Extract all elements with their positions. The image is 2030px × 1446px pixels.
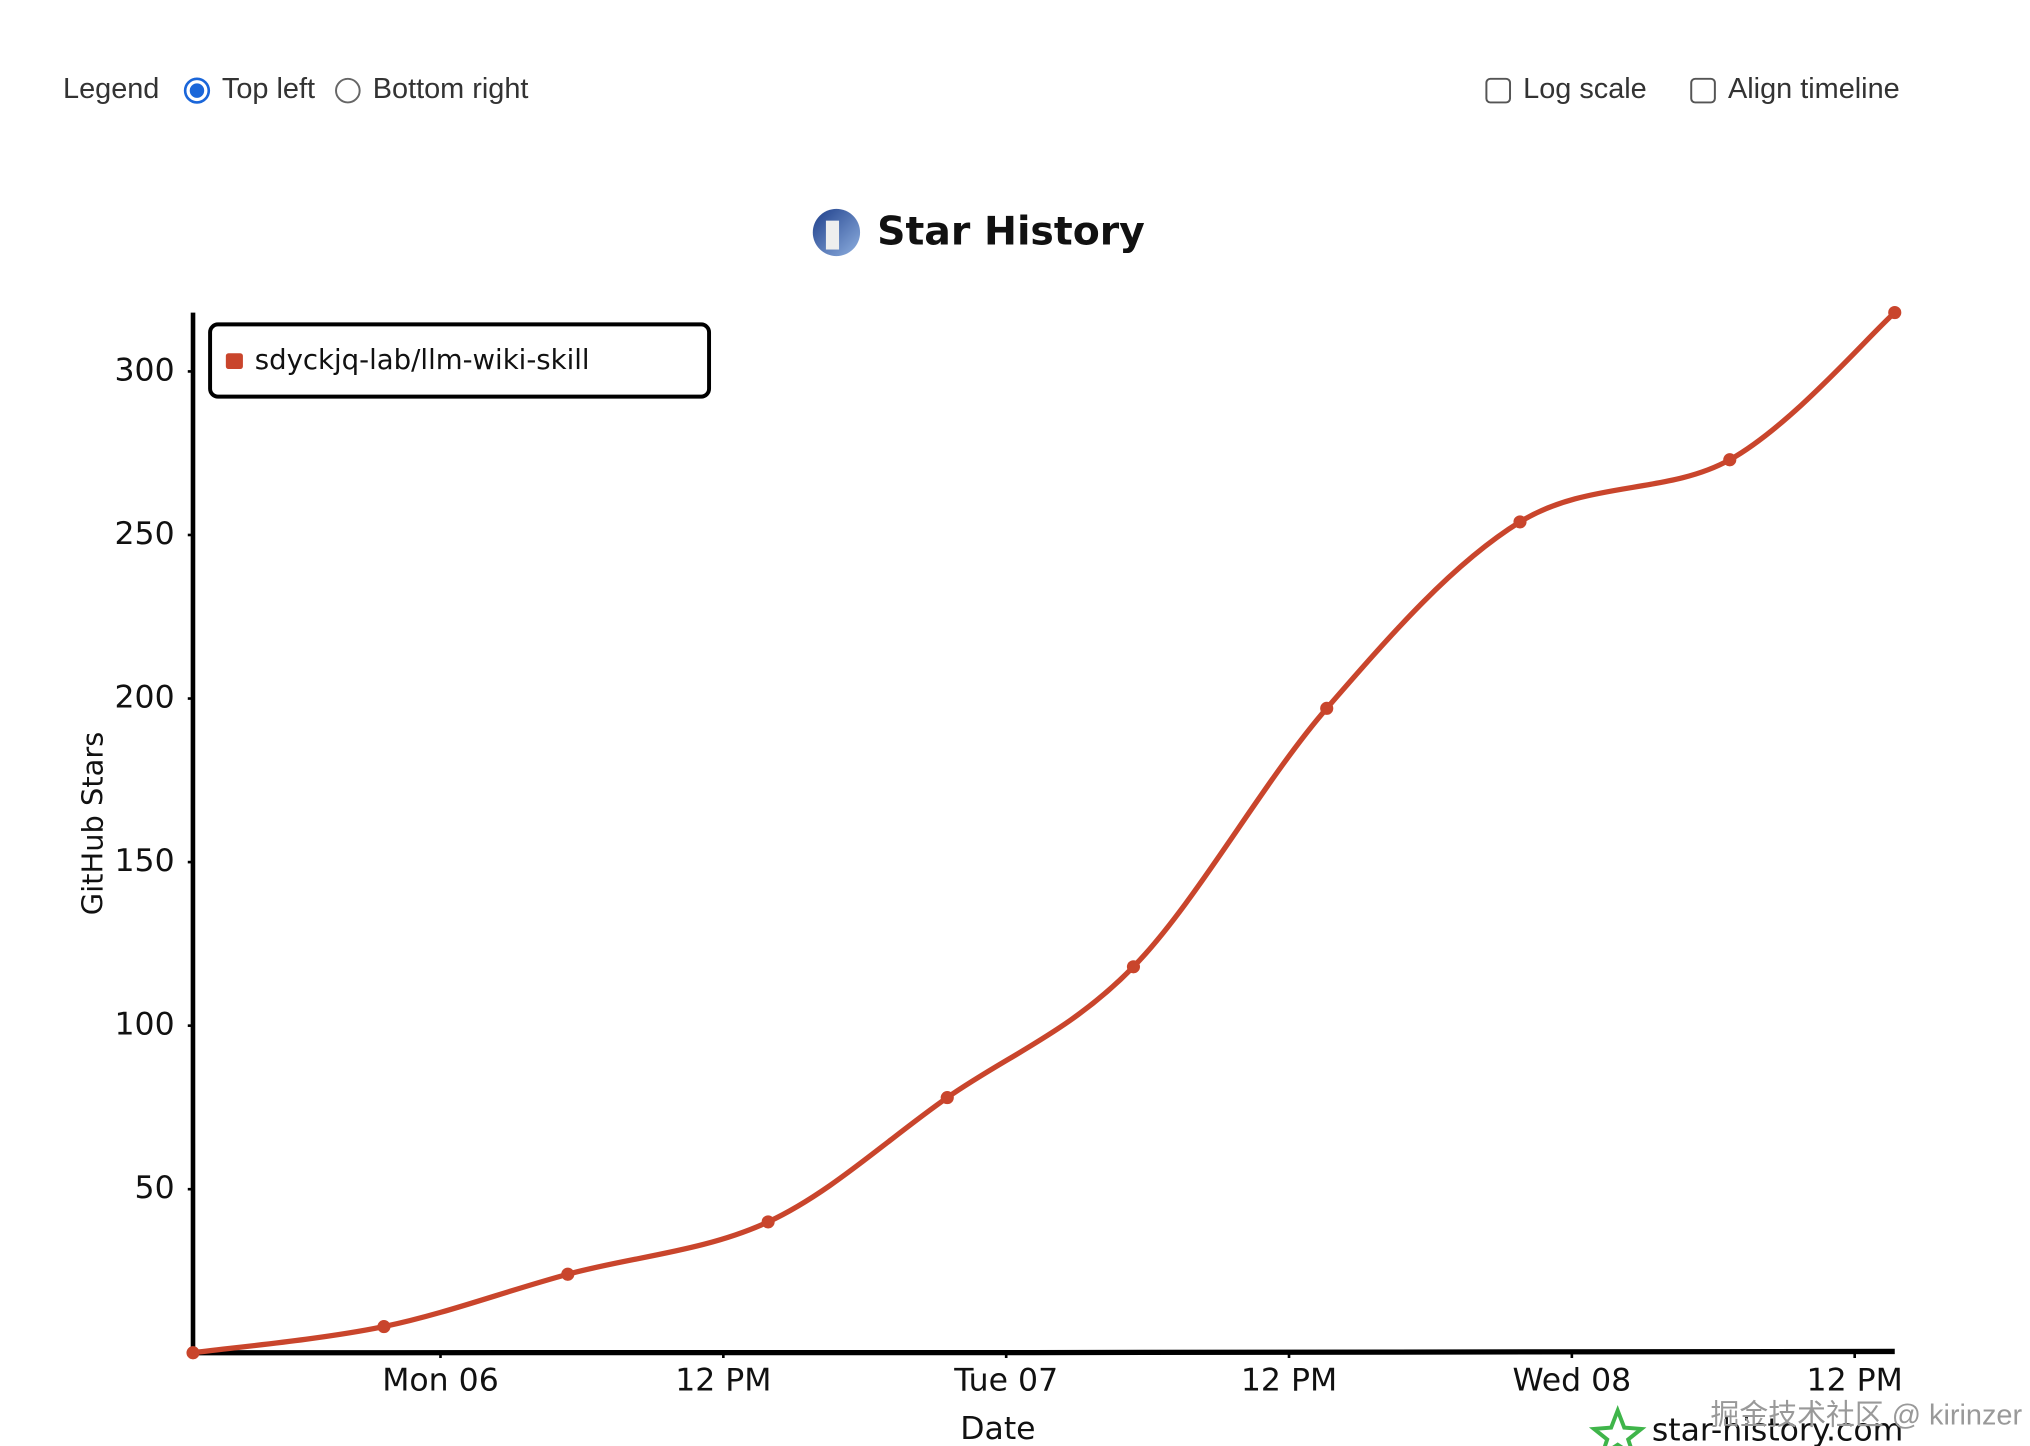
legend-swatch <box>225 353 243 370</box>
x-tick-label: Wed 08 <box>1512 1363 1631 1399</box>
y-tick-label: 200 <box>115 680 175 716</box>
point <box>1320 701 1334 715</box>
watermark-icon <box>1588 1405 1647 1446</box>
line <box>190 309 1898 1356</box>
legend-box <box>208 322 712 399</box>
point <box>186 1346 200 1360</box>
chart-title: Star History <box>877 208 1145 254</box>
point <box>761 1215 775 1229</box>
avatar-figure <box>825 220 840 250</box>
x-tick-label: 12 PM <box>1807 1363 1903 1399</box>
y-tick-label: 50 <box>135 1170 175 1206</box>
y-tick-label: 250 <box>115 516 175 552</box>
watermark: star-history.com <box>1652 1413 1903 1446</box>
y-axis <box>189 312 197 1359</box>
x-tick-label: Mon 06 <box>382 1363 499 1399</box>
y-tick-label: 150 <box>115 843 175 879</box>
checkbox[interactable] <box>1690 77 1716 104</box>
align-timeline-label[interactable]: Align timeline <box>1728 73 1900 105</box>
point <box>940 1091 954 1105</box>
point <box>1888 305 1902 320</box>
point <box>1126 960 1141 974</box>
radio-label[interactable]: Bottom right <box>373 73 529 105</box>
point <box>561 1267 575 1281</box>
x-axis <box>190 1348 1895 1356</box>
radio[interactable] <box>335 77 361 104</box>
point <box>1513 515 1527 529</box>
point <box>377 1320 391 1334</box>
x-tick-label: 12 PM <box>675 1363 771 1399</box>
x-tick-label: Tue 07 <box>953 1363 1058 1399</box>
point <box>1723 453 1737 467</box>
radio-label[interactable]: Top left <box>222 73 315 105</box>
log-scale-label[interactable]: Log scale <box>1523 73 1647 105</box>
credit: 掘金技术社区 @ kirinzer <box>1710 1400 2022 1432</box>
y-axis-label: GitHub Stars <box>76 732 110 916</box>
x-axis-label: Date <box>960 1411 1035 1446</box>
legend-label: sdyckjq-lab/llm-wiki-skill <box>255 343 590 376</box>
radio-dot[interactable] <box>189 83 205 98</box>
checkbox[interactable] <box>1485 77 1512 104</box>
x-tick-label: 12 PM <box>1241 1363 1337 1399</box>
legend-label: Legend <box>63 73 159 105</box>
y-tick-label: 100 <box>115 1007 175 1043</box>
y-tick-label: 300 <box>115 352 175 388</box>
